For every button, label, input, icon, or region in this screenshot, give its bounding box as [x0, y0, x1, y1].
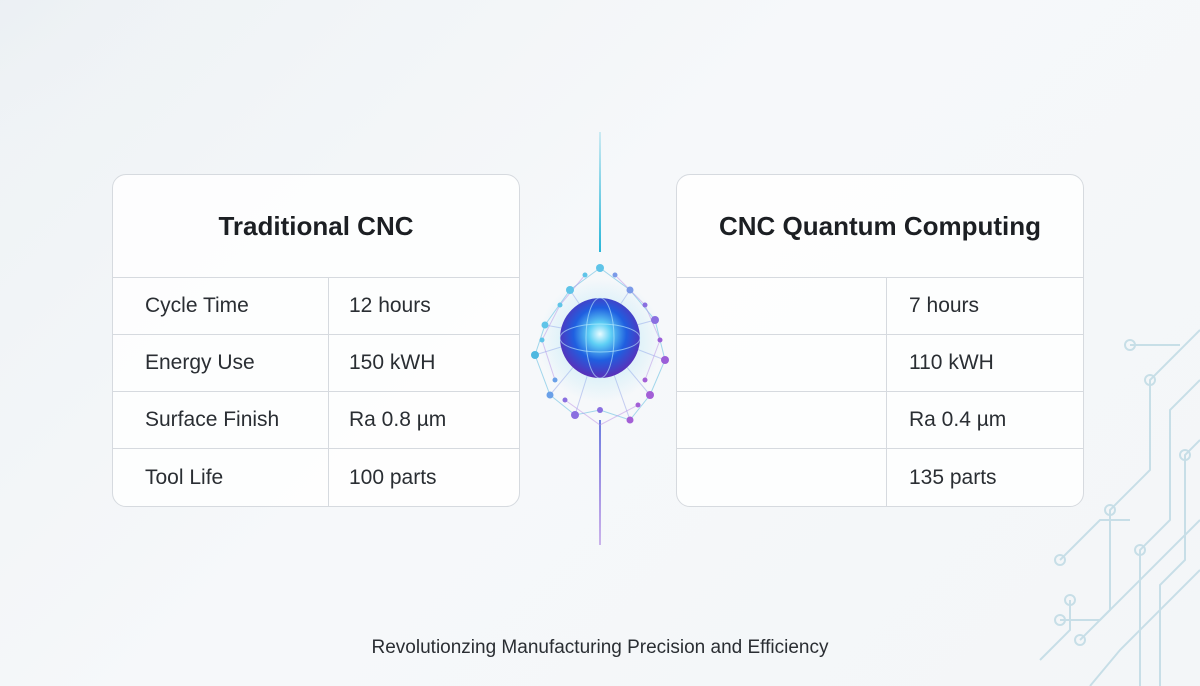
divider-line-bottom — [599, 420, 601, 545]
metric-value-cycle-time: 12 hours — [349, 294, 431, 317]
metric-value-energy-use: 110 kWH — [909, 351, 994, 374]
quantum-cnc-card: CNC Quantum Computing 7 hours 110 kWH Ra… — [676, 174, 1084, 507]
traditional-cnc-title: Traditional CNC — [113, 175, 519, 278]
table-row: Energy Use 150 kWH — [113, 335, 519, 392]
sphere-core — [560, 298, 640, 378]
metric-value-tool-life: 100 parts — [349, 465, 437, 489]
metric-value-surface-finish: Ra 0.8 µm — [349, 408, 447, 431]
quantum-cnc-title: CNC Quantum Computing — [677, 175, 1083, 278]
metric-value-tool-life: 135 parts — [909, 465, 997, 489]
metric-label-empty — [677, 278, 887, 334]
metric-label-empty — [677, 449, 887, 506]
caption-text: Revolutionzing Manufacturing Precision a… — [371, 637, 829, 658]
metric-label-cycle-time: Cycle Time — [113, 278, 329, 334]
table-row: Tool Life 100 parts — [113, 449, 519, 506]
circuit-trace-pattern — [1039, 329, 1200, 686]
metric-label-energy-use: Energy Use — [113, 335, 329, 391]
table-row: 135 parts — [677, 449, 1083, 506]
metric-value-energy-use: 150 kWH — [349, 351, 436, 374]
network-nodes — [531, 264, 669, 424]
quantum-network-sphere-icon — [531, 132, 669, 545]
table-row: 110 kWH — [677, 335, 1083, 392]
table-row: Surface Finish Ra 0.8 µm — [113, 392, 519, 449]
traditional-cnc-card: Traditional CNC Cycle Time 12 hours Ener… — [112, 174, 520, 507]
divider-line-top — [599, 132, 601, 252]
top-left-haze — [0, 0, 260, 200]
metric-value-surface-finish: Ra 0.4 µm — [909, 408, 1007, 431]
table-row: Ra 0.4 µm — [677, 392, 1083, 449]
table-row: Cycle Time 12 hours — [113, 278, 519, 335]
table-row: 7 hours — [677, 278, 1083, 335]
metric-value-cycle-time: 7 hours — [909, 294, 980, 317]
metric-label-surface-finish: Surface Finish — [113, 392, 329, 448]
metric-label-tool-life: Tool Life — [113, 449, 329, 506]
metric-label-empty — [677, 392, 887, 448]
metric-label-empty — [677, 335, 887, 391]
